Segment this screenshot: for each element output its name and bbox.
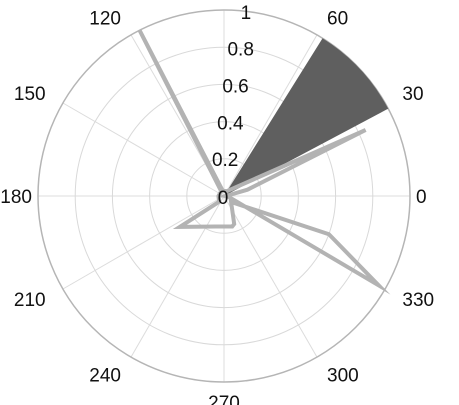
angle-tick-label-210: 210: [14, 290, 46, 311]
radial-circle-4: [74, 46, 374, 346]
spoke-210: [62, 195, 225, 290]
radial-circle-2: [149, 121, 299, 271]
wedge-layer: [224, 38, 389, 196]
radial-circle-3: [111, 83, 337, 309]
angle-tick-label-330: 330: [402, 290, 434, 311]
angle-tick-label-270: 270: [208, 393, 240, 405]
spoke-150: [62, 102, 225, 197]
angle-tick-label-240: 240: [89, 365, 121, 386]
angle-tick-label-60: 60: [327, 9, 348, 30]
angle-tick-label-90: 90: [213, 0, 234, 4]
radial-circle-1: [186, 158, 262, 234]
label-layer: 0 30 60 90 120 150 180 210 240 270 300 330 0 0.2 0.4 0.…: [0, 0, 434, 405]
radial-tick-label-0: 0: [218, 188, 229, 209]
spoke-60: [223, 34, 318, 197]
angle-tick-label-30: 30: [402, 84, 423, 105]
angle-tick-label-180: 180: [0, 187, 32, 208]
angle-tick-label-0: 0: [416, 187, 427, 208]
radial-tick-label-2: 0.4: [217, 113, 244, 134]
angle-tick-label-300: 300: [327, 365, 359, 386]
radial-tick-label-4: 0.8: [227, 40, 253, 61]
radial-tick-label-3: 0.6: [222, 76, 248, 97]
angle-tick-label-120: 120: [89, 9, 121, 30]
radial-circle-5: [37, 9, 411, 383]
wedge-sector: [224, 38, 389, 196]
radial-tick-label-5: 1: [241, 3, 252, 24]
spoke-300: [223, 195, 318, 358]
angle-tick-label-150: 150: [14, 84, 46, 105]
spoke-240: [130, 195, 225, 358]
radial-tick-label-1: 0.2: [212, 150, 238, 171]
series-line-0: [137, 29, 391, 295]
series-layer: [137, 29, 391, 295]
